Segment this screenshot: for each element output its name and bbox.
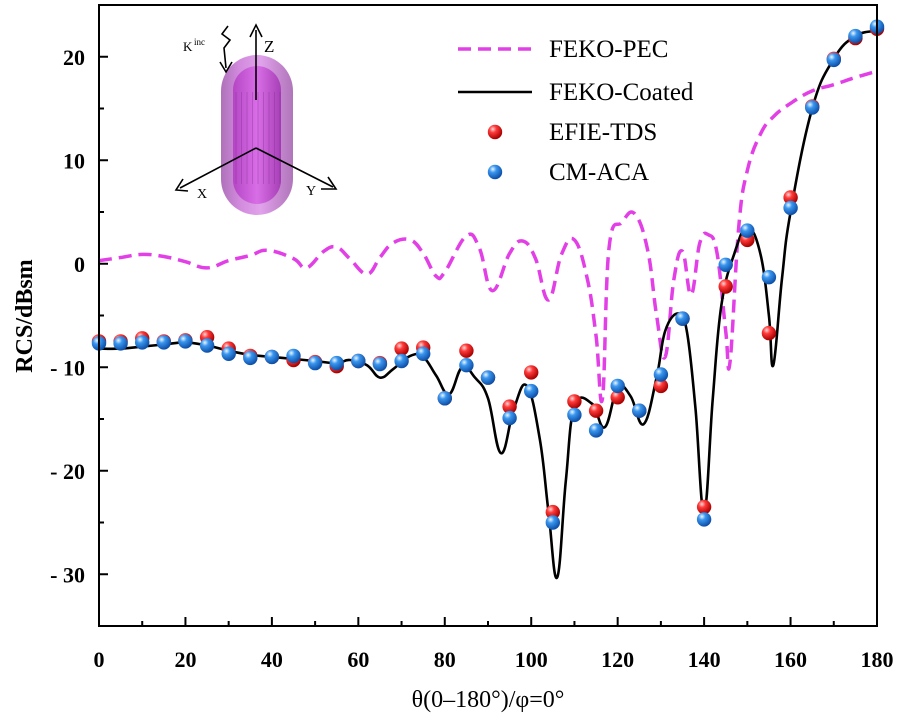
- point-efie-tds: [610, 390, 625, 405]
- point-cm-aca: [351, 353, 366, 369]
- y-tick-label: - 30: [50, 562, 85, 587]
- point-cm-aca: [783, 200, 798, 216]
- point-cm-aca: [718, 257, 733, 272]
- point-efie-tds: [459, 343, 474, 358]
- series-lines: [99, 29, 877, 580]
- point-efie-tds: [394, 341, 409, 356]
- point-cm-aca: [632, 403, 647, 418]
- point-cm-aca: [588, 423, 604, 438]
- inset-k-wave: [220, 25, 232, 69]
- point-cm-aca: [372, 356, 388, 372]
- point-cm-aca: [329, 355, 344, 371]
- x-tick-label: 0: [94, 647, 105, 672]
- point-cm-aca: [545, 515, 560, 530]
- point-efie-tds: [718, 279, 733, 294]
- point-cm-aca: [502, 410, 517, 426]
- y-tick-label: 10: [63, 148, 85, 173]
- point-cm-aca: [221, 346, 236, 361]
- point-cm-aca: [199, 338, 215, 353]
- point-cm-aca: [567, 407, 582, 423]
- x-tick-label: 160: [774, 647, 807, 672]
- x-tick-label: 20: [174, 647, 196, 672]
- point-cm-aca: [653, 367, 669, 382]
- inset-k-sup: inc: [194, 37, 205, 47]
- legend-label-feko-coated: FEKO-Coated: [549, 79, 694, 106]
- legend-label-efie-tds: EFIE-TDS: [549, 119, 657, 146]
- point-efie-tds: [502, 399, 517, 414]
- y-tick-label: 0: [74, 252, 85, 277]
- x-tick-label: 60: [347, 647, 369, 672]
- point-cm-aca: [156, 335, 171, 350]
- point-cm-aca: [459, 358, 474, 373]
- point-cm-aca: [480, 370, 496, 385]
- inset-z-arrowhead: [249, 23, 263, 38]
- legend-swatch-efie-tds: [487, 124, 503, 140]
- point-cm-aca: [286, 348, 301, 364]
- y-axis-label: RCS/dBsm: [12, 259, 38, 372]
- point-cm-aca: [307, 355, 323, 371]
- point-efie-tds: [653, 378, 669, 394]
- point-cm-aca: [740, 223, 755, 238]
- point-cm-aca: [805, 100, 820, 115]
- inset-k-label: K: [183, 39, 193, 54]
- plot-frame: [98, 4, 878, 627]
- point-cm-aca: [696, 512, 712, 527]
- point-cm-aca: [826, 52, 841, 68]
- point-efie-tds: [524, 365, 539, 380]
- x-tick-label: 80: [434, 647, 456, 672]
- legend-label-cm-aca: CM-ACA: [549, 159, 649, 186]
- point-cm-aca: [394, 353, 409, 369]
- series-markers: [91, 19, 885, 530]
- point-cm-aca: [178, 334, 193, 349]
- point-cm-aca: [610, 378, 625, 394]
- point-efie-tds: [761, 325, 777, 341]
- series-line-feko-coated: [99, 29, 877, 580]
- point-cm-aca: [848, 28, 863, 44]
- point-efie-tds: [567, 394, 582, 409]
- x-tick-label: 180: [861, 647, 894, 672]
- point-cm-aca: [416, 346, 431, 361]
- point-efie-tds: [545, 504, 560, 520]
- point-cm-aca: [264, 349, 280, 365]
- point-cm-aca: [524, 383, 539, 399]
- inset-y-arrowhead: [321, 176, 338, 190]
- point-cm-aca: [135, 335, 150, 350]
- y-tick-label: - 20: [50, 459, 85, 484]
- y-tick-label: 20: [63, 45, 85, 70]
- point-efie-tds: [696, 499, 712, 515]
- legend: FEKO-PEC FEKO-Coated EFIE-TDS CM-ACA: [458, 36, 694, 186]
- point-efie-tds: [783, 190, 798, 205]
- point-cm-aca: [113, 336, 128, 351]
- point-cm-aca: [437, 391, 452, 406]
- inset-y-axis: [255, 147, 334, 188]
- y-tick-label: - 10: [50, 355, 85, 380]
- plot-area: [91, 19, 885, 580]
- point-cm-aca: [675, 311, 690, 326]
- inset-capsule-inner: [233, 66, 281, 204]
- x-tick-label: 100: [515, 647, 548, 672]
- x-tick-label: 140: [688, 647, 721, 672]
- x-tick-label: 40: [261, 647, 283, 672]
- inset-k-arrowhead: [219, 61, 233, 74]
- inset-axis-label-z: Z: [264, 37, 274, 56]
- x-tick-label: 120: [601, 647, 634, 672]
- inset-axis-label-x: X: [197, 187, 207, 202]
- point-cm-aca: [243, 350, 258, 366]
- series-line-feko-pec: [99, 69, 877, 404]
- legend-label-feko-pec: FEKO-PEC: [549, 36, 668, 63]
- inset-axis-label-y: Y: [306, 184, 316, 199]
- point-cm-aca: [761, 270, 777, 285]
- point-efie-tds: [588, 403, 604, 418]
- legend-swatch-cm-aca: [487, 164, 503, 180]
- inset-x-arrowhead: [174, 178, 189, 192]
- x-axis-label: θ(0–180°)/φ=0°: [412, 687, 565, 713]
- inset-x-axis: [179, 147, 257, 189]
